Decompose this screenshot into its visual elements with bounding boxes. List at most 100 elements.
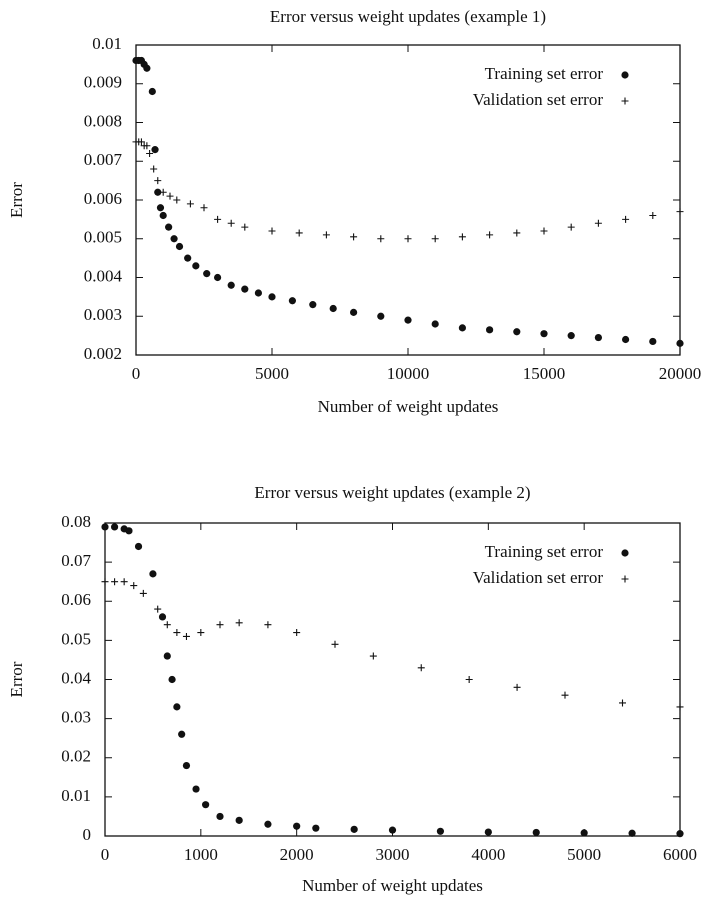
validation-point — [431, 235, 439, 243]
x-tick-label: 4000 — [471, 845, 505, 864]
training-point — [163, 652, 171, 660]
training-point — [540, 330, 548, 338]
validation-point — [120, 578, 128, 586]
validation-point — [173, 629, 181, 637]
training-point — [235, 816, 243, 824]
training-point — [580, 829, 588, 837]
training-point — [149, 570, 157, 578]
legend-marker — [621, 549, 629, 557]
training-point — [458, 324, 466, 332]
x-tick-label: 2000 — [280, 845, 314, 864]
validation-point — [150, 165, 158, 173]
x-tick-label: 3000 — [376, 845, 410, 864]
training-point — [216, 812, 224, 821]
legend-label: Training set error — [485, 542, 604, 561]
validation-point — [676, 703, 684, 711]
x-tick-label: 0 — [132, 364, 141, 383]
training-point — [436, 827, 445, 835]
validation-point — [143, 142, 151, 150]
training-point — [567, 332, 575, 340]
training-point — [594, 333, 603, 342]
training-point — [192, 262, 200, 270]
training-point — [254, 289, 262, 297]
y-tick-label: 0.004 — [84, 266, 123, 285]
validation-point — [377, 235, 385, 243]
validation-point — [163, 621, 171, 629]
validation-point — [137, 138, 145, 146]
y-tick-label: 0.01 — [61, 786, 91, 805]
legend-marker — [621, 575, 629, 583]
legend-marker — [621, 97, 629, 105]
x-tick-label: 15000 — [523, 364, 566, 383]
training-point — [110, 523, 119, 531]
validation-point — [486, 231, 494, 239]
training-point — [175, 242, 184, 251]
training-point — [154, 188, 162, 196]
x-tick-label: 10000 — [387, 364, 430, 383]
y-tick-label: 0.009 — [84, 73, 122, 92]
validation-point — [561, 691, 569, 699]
y-tick-label: 0.02 — [61, 747, 91, 766]
training-point — [143, 64, 151, 72]
legend-label: Validation set error — [473, 568, 604, 587]
training-point — [268, 293, 276, 301]
training-point — [148, 87, 156, 96]
validation-point — [159, 188, 167, 196]
validation-point — [513, 229, 521, 237]
validation-point — [130, 582, 138, 590]
validation-point — [404, 235, 412, 243]
training-point — [182, 761, 191, 770]
validation-point — [417, 664, 425, 672]
validation-point — [197, 629, 205, 637]
validation-point — [111, 578, 119, 586]
validation-point — [173, 196, 181, 204]
validation-point — [649, 212, 657, 219]
x-tick-label: 6000 — [663, 845, 697, 864]
training-point — [309, 301, 317, 309]
validation-point — [331, 640, 339, 648]
y-tick-label: 0.01 — [92, 34, 122, 53]
training-point — [431, 320, 439, 328]
x-tick-label: 5000 — [255, 364, 289, 383]
training-point — [170, 235, 178, 243]
validation-point — [369, 652, 377, 660]
training-point — [168, 675, 176, 684]
training-point — [125, 527, 133, 535]
validation-point — [676, 208, 684, 216]
training-point — [202, 801, 210, 809]
training-point — [404, 316, 412, 324]
validation-point — [350, 233, 358, 241]
training-point — [350, 308, 358, 316]
training-point — [622, 335, 630, 344]
y-tick-label: 0.07 — [61, 551, 91, 570]
training-point — [649, 337, 657, 346]
training-point — [184, 254, 192, 262]
validation-point — [101, 578, 109, 586]
x-axis-label: Number of weight updates — [302, 876, 483, 895]
training-point — [214, 273, 222, 282]
validation-point — [182, 632, 190, 640]
y-tick-label: 0.005 — [84, 228, 122, 247]
training-point — [329, 304, 337, 313]
legend-marker — [621, 71, 629, 79]
validation-point — [594, 219, 602, 227]
validation-point — [241, 223, 249, 231]
validation-point — [186, 200, 194, 208]
y-tick-label: 0.06 — [61, 590, 91, 609]
y-tick-label: 0.008 — [84, 111, 122, 130]
validation-point — [458, 233, 466, 241]
validation-point — [295, 229, 303, 237]
training-point — [151, 146, 159, 154]
validation-point — [146, 150, 154, 157]
legend-label: Validation set error — [473, 90, 604, 109]
training-point — [159, 211, 167, 220]
validation-point — [268, 227, 276, 235]
y-tick-label: 0.03 — [61, 708, 91, 727]
training-point — [178, 730, 186, 738]
y-axis-label: Error — [7, 661, 26, 697]
training-point — [101, 523, 109, 531]
training-point — [158, 613, 167, 621]
validation-point — [154, 605, 162, 613]
chart-title: Error versus weight updates (example 1) — [270, 7, 546, 26]
